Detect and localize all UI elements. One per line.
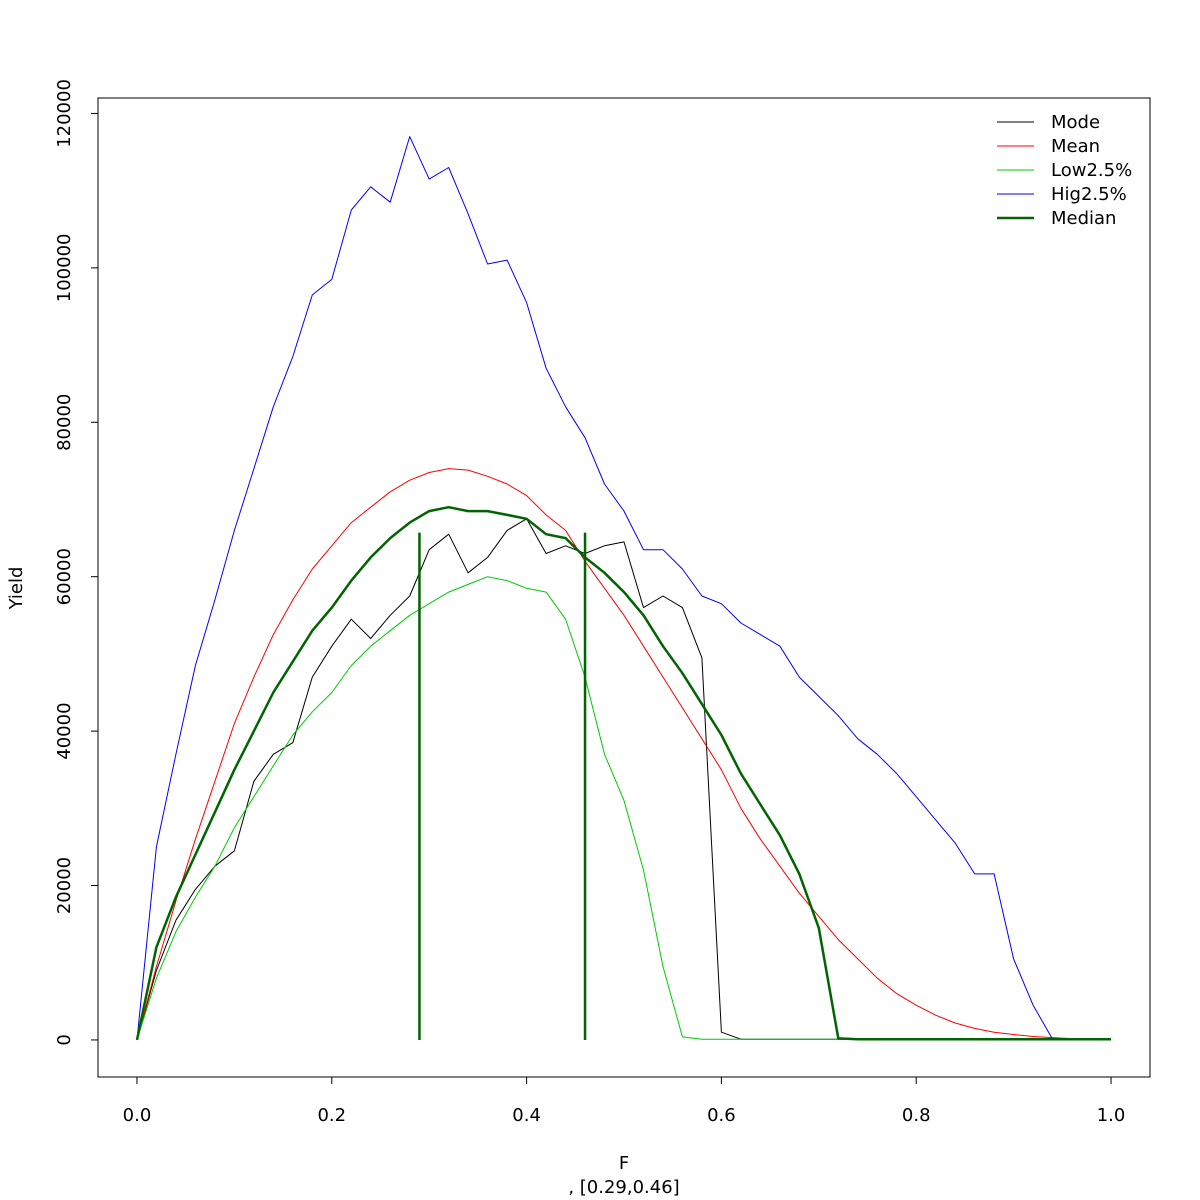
legend-label: Mean xyxy=(1051,136,1100,157)
x-tick-label: 0.2 xyxy=(317,1105,346,1126)
x-tick-label: 0.8 xyxy=(902,1105,931,1126)
legend-label: Hig2.5% xyxy=(1051,184,1127,205)
y-tick-label: 100000 xyxy=(54,233,75,302)
x-tick-label: 1.0 xyxy=(1097,1105,1126,1126)
series-line-hig2-5- xyxy=(136,136,1111,1040)
x-tick-label: 0.0 xyxy=(123,1105,152,1126)
plot-frame xyxy=(97,97,1151,1078)
y-axis: 0 20000 40000 60000 80000 100000 120000 xyxy=(54,79,99,1046)
y-tick-label: 60000 xyxy=(54,548,75,605)
series-line-median xyxy=(135,505,1111,1041)
legend-label: Low2.5% xyxy=(1051,160,1132,181)
series-lines xyxy=(135,136,1112,1041)
series-line-low2-5- xyxy=(136,576,1111,1041)
x-axis-label: F xyxy=(619,1153,629,1174)
series-line-mean xyxy=(136,468,1112,1041)
legend-label: Mode xyxy=(1051,112,1100,133)
series-line-mode xyxy=(136,518,1111,1041)
x-axis-sublabel: , [0.29,0.46] xyxy=(568,1177,679,1198)
legend-label: Median xyxy=(1051,208,1116,229)
x-tick-label: 0.4 xyxy=(512,1105,541,1126)
x-axis: 0.0 0.2 0.4 0.6 0.8 1.0 xyxy=(123,1076,1126,1126)
interval-markers xyxy=(418,532,587,1040)
y-tick-label: 0 xyxy=(54,1034,75,1045)
x-tick-label: 0.6 xyxy=(707,1105,736,1126)
y-tick-label: 40000 xyxy=(54,702,75,759)
y-tick-label: 80000 xyxy=(54,394,75,451)
y-tick-label: 120000 xyxy=(54,79,75,148)
y-axis-label: Yield xyxy=(6,567,27,611)
legend: Mode Mean Low2.5% Hig2.5% Median xyxy=(997,112,1132,229)
y-tick-label: 20000 xyxy=(54,857,75,914)
